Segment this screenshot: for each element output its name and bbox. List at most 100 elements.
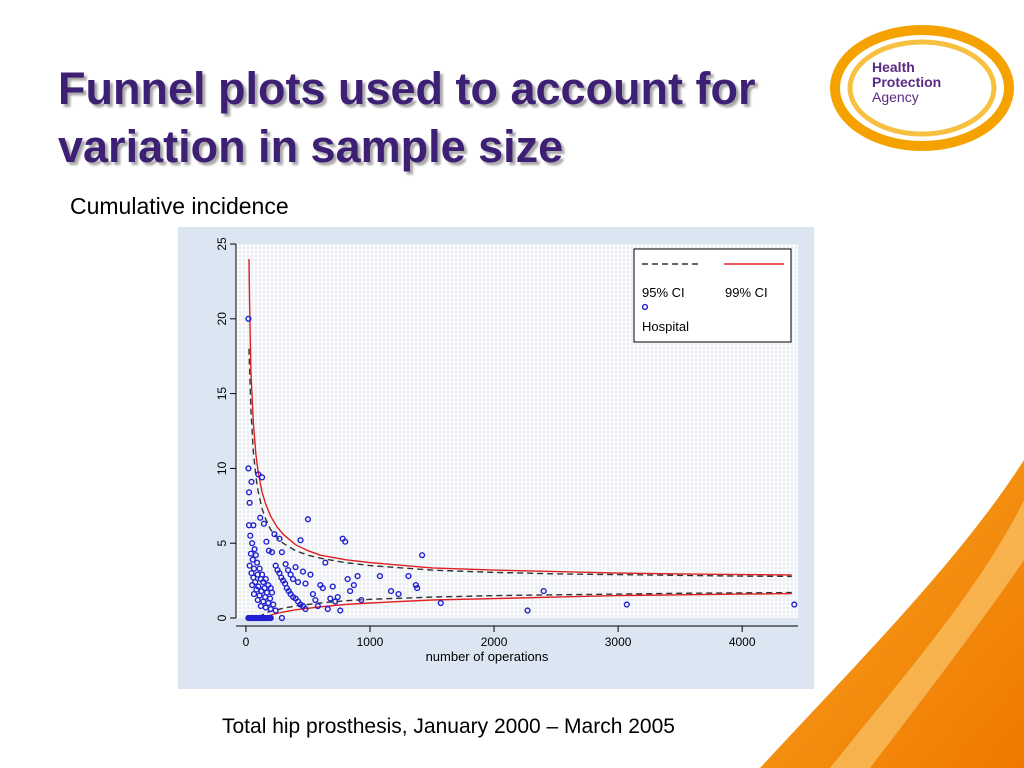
x-tick-label: 0 <box>243 635 250 649</box>
hospital-point <box>623 601 630 608</box>
hospital-point <box>412 581 419 589</box>
hospital-point <box>395 590 402 598</box>
hospital-point <box>252 552 259 559</box>
hospital-point <box>285 567 292 574</box>
legend-hospital-swatch <box>641 303 649 311</box>
hospital-point <box>246 562 253 569</box>
hospital-point <box>255 471 262 478</box>
hospital-point <box>322 559 329 566</box>
hospital-point <box>302 605 309 613</box>
y-tick-label: 15 <box>215 387 229 401</box>
hospital-point <box>267 614 274 622</box>
chart-panel: 0 1000 2000 3000 4000 0 5 10 15 20 25 number of ope… <box>178 227 814 689</box>
hospital-point <box>304 516 312 523</box>
hospital-point <box>418 552 426 559</box>
hospital-point <box>271 531 278 538</box>
hospital-point <box>354 573 361 580</box>
hospital-point <box>791 601 798 608</box>
hospital-point <box>251 546 258 553</box>
hospital-point <box>245 315 252 322</box>
hospital-point <box>249 540 256 547</box>
hospital-point <box>270 601 277 608</box>
x-tick-label: 3000 <box>605 635 632 649</box>
hospital-point <box>329 583 336 590</box>
slide-title: Funnel plots used to account for variati… <box>58 63 756 172</box>
hospital-point <box>334 593 341 601</box>
hospital-point <box>245 522 253 529</box>
logo-wordmark: Health Protection Agency <box>872 60 982 105</box>
ci99-upper-curve <box>248 258 792 576</box>
hospital-point <box>263 538 270 545</box>
funnel-plot: 0 1000 2000 3000 4000 0 5 10 15 20 25 number of ope… <box>215 237 798 664</box>
hospital-point <box>332 598 339 605</box>
hospital-point <box>319 584 326 592</box>
hospital-point <box>350 581 357 589</box>
hospital-point <box>282 561 289 568</box>
x-tick-label: 2000 <box>481 635 508 649</box>
hospital-point <box>437 599 444 607</box>
hospital-point <box>250 590 258 598</box>
ci95-upper-curve <box>248 348 792 578</box>
hospital-point <box>414 584 421 592</box>
hospital-point <box>247 532 254 539</box>
health-protection-agency-logo <box>830 25 1014 151</box>
hospital-point <box>297 537 304 544</box>
y-tick-label: 5 <box>215 540 229 547</box>
hospital-point <box>405 573 412 580</box>
x-tick-label: 1000 <box>357 635 384 649</box>
hospital-point <box>299 568 307 575</box>
hospital-point <box>272 607 279 614</box>
hospital-point <box>342 538 349 545</box>
slide-subtitle: Cumulative incidence <box>70 193 289 219</box>
hospital-point <box>249 556 256 563</box>
hospital-point <box>358 596 365 604</box>
hospital-point <box>245 489 253 496</box>
hospital-point <box>258 474 266 481</box>
hospital-point <box>302 580 309 587</box>
legend-label-ci99: 99% CI <box>725 285 768 300</box>
logo-ring-inner <box>847 39 997 137</box>
hospital-point <box>257 514 264 521</box>
hospital-point <box>250 565 258 572</box>
hospital-point <box>327 595 334 602</box>
hospital-point <box>246 499 253 506</box>
legend-label-hospital: Hospital <box>642 319 689 334</box>
hospital-point <box>337 607 344 614</box>
slide-caption: Total hip prosthesis, January 2000 – Mar… <box>222 715 675 738</box>
y-tick-label: 10 <box>215 461 229 475</box>
hospital-point <box>278 549 286 556</box>
hospital-point <box>292 564 299 571</box>
hospital-point <box>344 576 351 583</box>
hospital-point <box>376 573 384 580</box>
hospital-point <box>307 571 314 578</box>
hospital-point <box>245 465 252 472</box>
hospital-point <box>324 605 331 613</box>
logo-line-agency: Agency <box>872 89 919 105</box>
hospital-point <box>268 589 276 596</box>
hospital-point <box>278 614 286 622</box>
hospital-point <box>254 596 261 604</box>
hospital-point <box>387 587 395 595</box>
legend-label-ci95: 95% CI <box>642 285 685 300</box>
hospital-point <box>256 565 263 572</box>
hospital-point <box>312 596 319 604</box>
x-axis-label: number of operations <box>426 649 549 664</box>
hospital-point <box>309 590 317 598</box>
y-tick-label: 20 <box>215 312 229 326</box>
hospital-point <box>524 607 531 614</box>
y-tick-label: 0 <box>215 614 229 621</box>
hospital-point <box>294 578 302 586</box>
hospital-point <box>249 581 256 589</box>
hospital-point <box>289 576 297 583</box>
hospital-point <box>253 559 261 566</box>
logo-line-protection: Protection <box>872 74 942 90</box>
hospital-point <box>540 587 547 595</box>
hospital-point <box>260 520 268 527</box>
hospital-point <box>268 549 276 556</box>
hospital-point <box>276 535 283 542</box>
hospital-point <box>260 578 267 586</box>
hospital-point <box>347 587 354 595</box>
hospital-point <box>287 571 294 578</box>
ci99-lower-curve <box>264 592 792 618</box>
